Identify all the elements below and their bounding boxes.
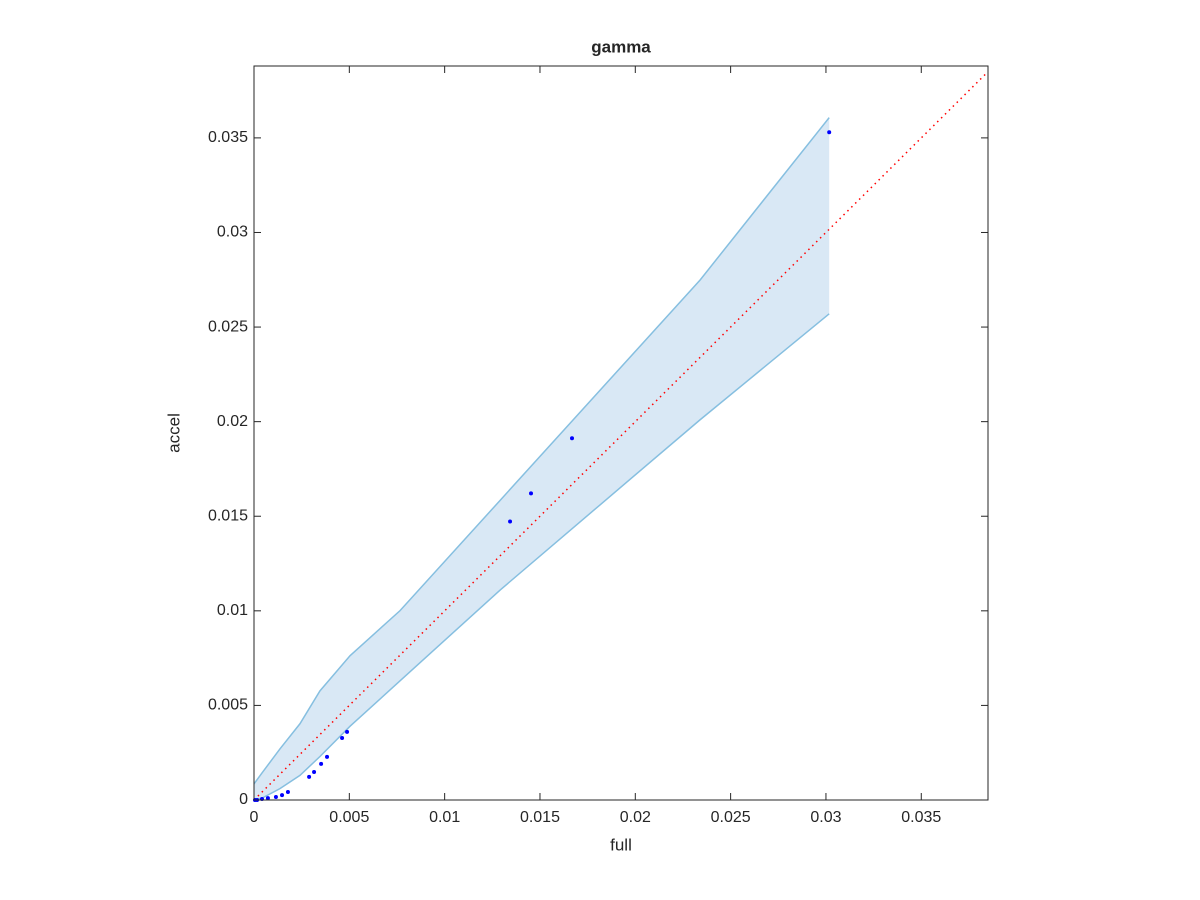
y-tick-label: 0.015 <box>208 507 248 524</box>
data-point <box>827 130 832 135</box>
data-point <box>340 735 345 740</box>
data-point <box>307 774 312 779</box>
x-tick-label: 0.035 <box>901 809 941 826</box>
data-point <box>280 793 285 798</box>
data-point <box>273 794 278 799</box>
x-tick-label: 0.015 <box>520 809 560 826</box>
data-point <box>508 519 513 524</box>
y-axis-label: accel <box>164 413 183 453</box>
chart-title: gamma <box>591 37 651 56</box>
data-point <box>325 754 330 759</box>
data-point <box>570 436 575 441</box>
x-tick-label: 0.005 <box>329 809 369 826</box>
band-area <box>254 117 830 801</box>
x-tick-label: 0.025 <box>711 809 751 826</box>
data-point <box>312 770 317 775</box>
x-tick-label: 0.01 <box>429 809 460 826</box>
x-tick-label: 0 <box>250 809 259 826</box>
data-point <box>345 729 350 734</box>
x-tick-label: 0.02 <box>620 809 651 826</box>
data-point <box>529 491 534 496</box>
data-point <box>265 796 270 801</box>
x-axis-label: full <box>610 835 632 854</box>
axes-box <box>253 65 989 801</box>
y-tick-label: 0.035 <box>208 129 248 146</box>
band-upper-line <box>253 117 830 785</box>
y-tick-label: 0.01 <box>217 602 248 619</box>
y-tick-label: 0.025 <box>208 318 248 335</box>
band-lower-line <box>253 313 830 801</box>
data-point <box>285 790 290 795</box>
y-tick-label: 0.02 <box>217 413 248 430</box>
x-tick-label: 0.03 <box>810 809 841 826</box>
data-point <box>319 761 324 766</box>
y-tick-label: 0 <box>239 791 248 808</box>
reference-diagonal <box>253 71 989 801</box>
y-tick-label: 0.005 <box>208 697 248 714</box>
y-tick-label: 0.03 <box>217 224 248 241</box>
